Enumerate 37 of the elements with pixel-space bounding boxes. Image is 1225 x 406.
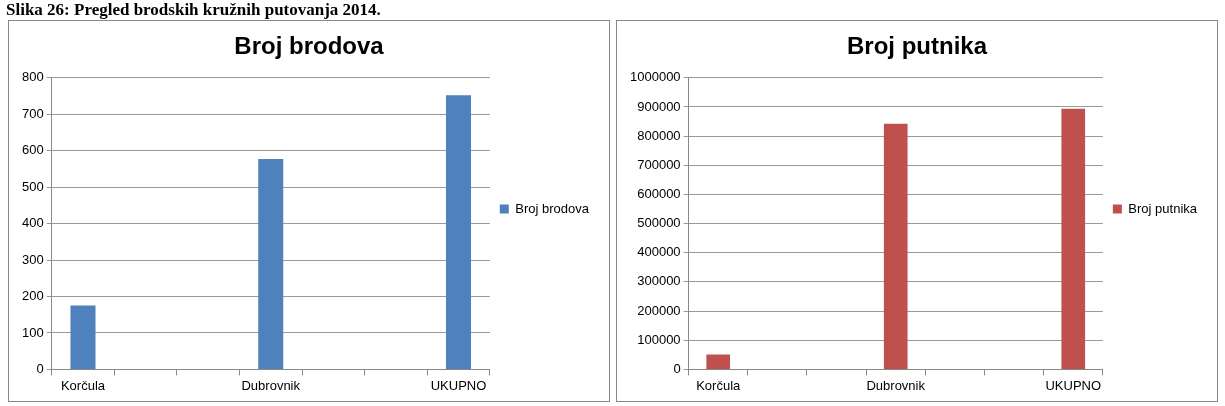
x-tick-label: Dubrovnik [866,377,926,393]
x-tick-label: Korčula [60,377,106,393]
chart-title: Broj brodova [234,32,385,60]
y-tick-label: 100000 [637,331,681,347]
y-tick-label: 200000 [637,302,681,318]
bar [1061,108,1086,369]
x-tick-label: Korčula [696,377,742,393]
bar [70,305,96,369]
y-tick-label: 500 [21,178,44,194]
y-tick-label: 100 [21,324,44,340]
bar [706,354,731,369]
y-tick-label: 800 [21,69,44,85]
legend-label: Broj putnika [1128,200,1198,216]
y-tick-label: 700 [21,105,44,121]
bar [883,123,908,369]
bar [445,95,472,369]
y-tick-label: 200 [21,288,44,304]
y-tick-label: 400000 [637,244,681,260]
x-tick-label: Dubrovnik [241,377,301,393]
y-tick-label: 900000 [637,98,681,114]
legend-label: Broj brodova [515,200,590,216]
y-tick-label: 600 [21,142,44,158]
y-tick-label: 700000 [637,156,681,172]
y-tick-label: 500000 [637,215,681,231]
y-tick-label: 800000 [637,127,681,143]
chart-title: Broj putnika [846,32,988,60]
x-tick-label: UKUPNO [430,377,487,393]
y-tick-label: 400 [21,215,44,231]
y-tick-label: 600000 [637,186,681,202]
text: Slika 26: Pregled brodskih kružnih putovanja 2014. [5,0,382,20]
y-tick-label: 300000 [637,273,681,289]
y-tick-label: 0 [673,360,681,376]
x-tick-label: UKUPNO [1045,377,1102,393]
y-tick-label: 0 [36,360,44,376]
y-tick-label: 300 [21,251,44,267]
y-tick-label: 1000000 [629,69,681,85]
bar [258,159,284,369]
